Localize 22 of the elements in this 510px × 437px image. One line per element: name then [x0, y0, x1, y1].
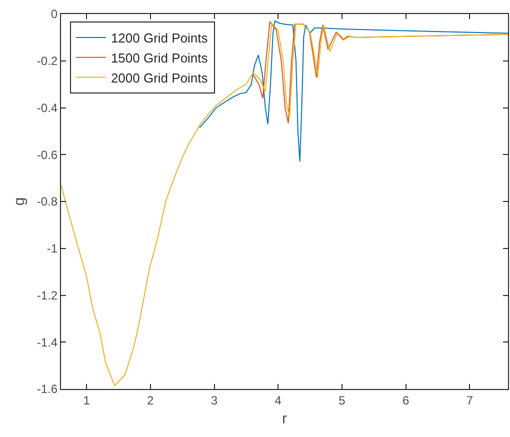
y-tick-label: -0.6 [36, 148, 58, 162]
x-tick-label: 7 [466, 393, 474, 408]
x-tick-label: 2 [147, 393, 154, 408]
x-tick-label: 3 [210, 393, 218, 408]
legend-label: 2000 Grid Points [110, 70, 208, 86]
y-tick-label: -0.4 [36, 100, 58, 115]
y-tick-label: -1.2 [36, 288, 58, 302]
y-axis-title: g [11, 197, 28, 206]
x-tick-label: 5 [338, 393, 346, 408]
legend-label: 1500 Grid Points [110, 50, 208, 66]
legend-label: 1200 Grid Points [110, 30, 208, 46]
y-tick-label: 0 [50, 7, 58, 22]
y-tick-label: -0.8 [36, 194, 58, 209]
y-tick-label: -1.6 [36, 382, 58, 396]
x-axis-title: r [282, 410, 287, 428]
y-tick-label: -0.2 [36, 54, 58, 68]
y-tick-label: -1.4 [36, 335, 58, 350]
line-series [61, 22, 508, 386]
x-tick-label: 6 [402, 393, 410, 408]
x-tick-label: 1 [83, 393, 90, 408]
y-tick-label: -1 [46, 242, 58, 256]
x-tick-label: 4 [274, 393, 282, 408]
